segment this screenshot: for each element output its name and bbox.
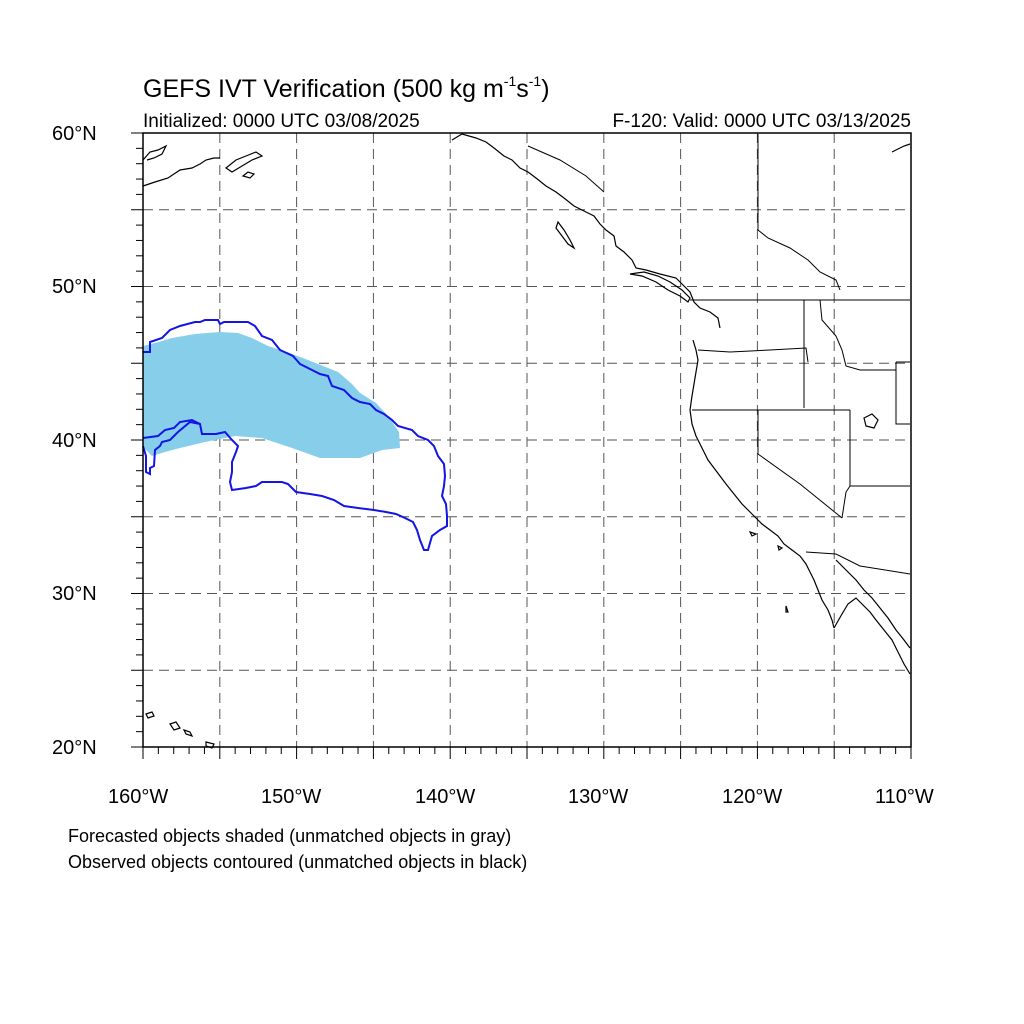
legend-note-observed: Observed objects contoured (unmatched ob… [68, 852, 528, 872]
map-title: GEFS IVT Verification (500 kg m-1s-1) [143, 74, 550, 102]
lat-label-60n: 60°N [52, 123, 97, 145]
lon-label-110w: 110°W [875, 786, 934, 808]
lat-label-50n: 50°N [52, 276, 97, 298]
lon-label-120w: 120°W [722, 786, 783, 808]
forecast-object-shaded [143, 332, 400, 458]
legend-note-forecast: Forecasted objects shaded (unmatched obj… [68, 826, 512, 846]
lon-label-150w: 150°W [261, 786, 322, 808]
title-mid: s [516, 75, 529, 103]
title-exponent-2: -1 [528, 73, 542, 89]
lat-label-40n: 40°N [52, 430, 97, 452]
lon-label-160w: 160°W [108, 786, 169, 808]
observed-object-inner-edge [142, 418, 201, 439]
title-prefix: GEFS IVT Verification (500 kg m [143, 75, 504, 103]
lat-label-20n: 20°N [52, 737, 97, 759]
valid-time-label: F-120: Valid: 0000 UTC 03/13/2025 [612, 111, 911, 132]
lon-label-140w: 140°W [415, 786, 476, 808]
map-frame [142, 132, 912, 748]
frame-ticks [131, 132, 912, 759]
title-exponent-1: -1 [503, 73, 517, 89]
grid-lines [143, 133, 911, 747]
title-suffix: ) [541, 75, 550, 103]
lon-label-130w: 130°W [568, 786, 629, 808]
initialized-label: Initialized: 0000 UTC 03/08/2025 [143, 111, 420, 132]
coastlines [142, 133, 911, 749]
lat-label-30n: 30°N [52, 583, 97, 605]
political-boundaries [527, 134, 911, 575]
observed-object-contour [142, 319, 448, 551]
